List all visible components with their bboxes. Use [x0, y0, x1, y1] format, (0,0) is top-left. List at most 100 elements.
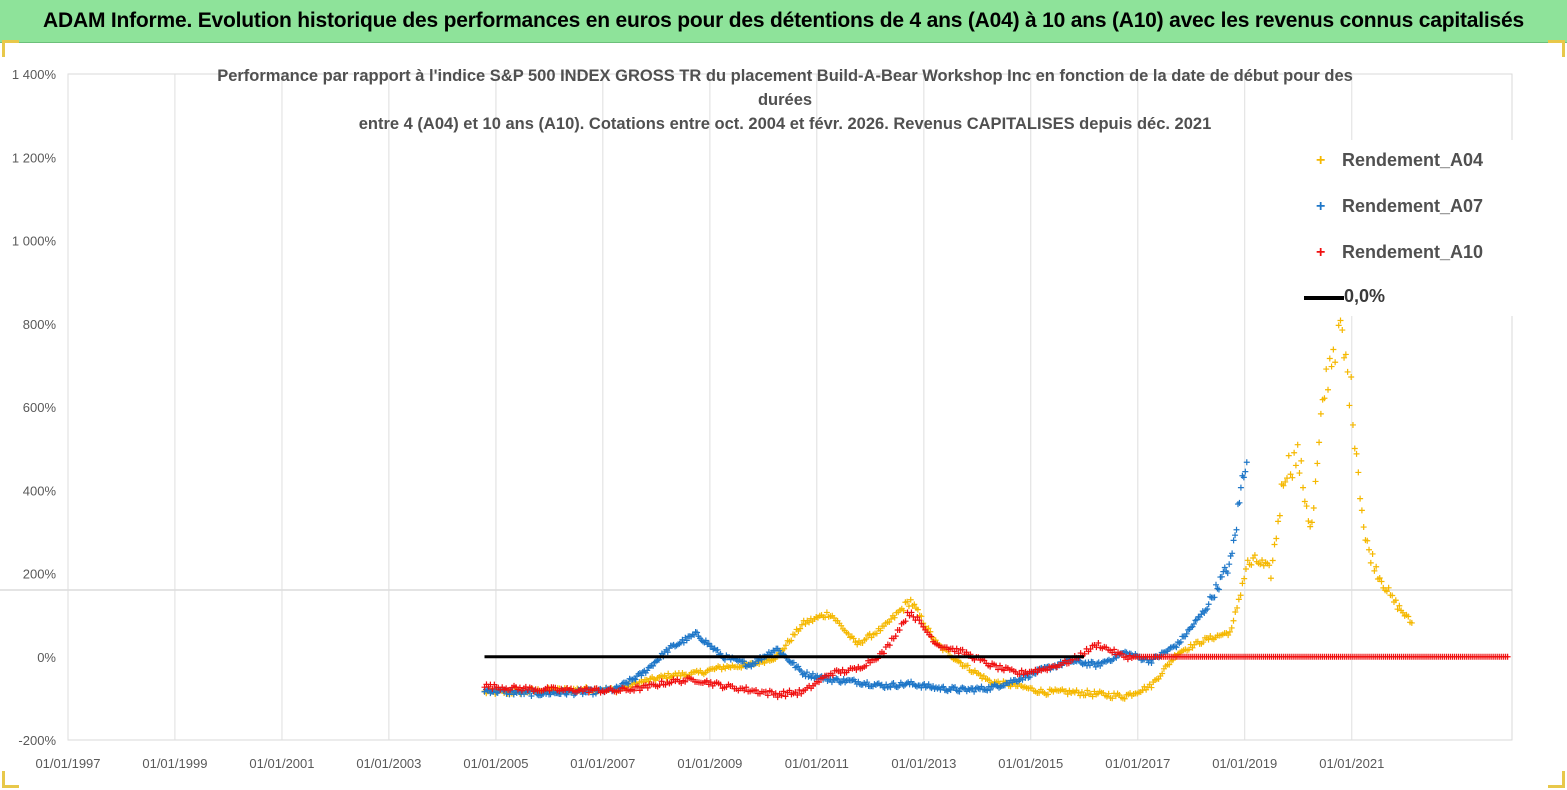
- data-point: [656, 682, 663, 689]
- data-point: [1360, 524, 1367, 531]
- data-point: [1084, 687, 1091, 694]
- data-point: [563, 691, 570, 698]
- data-point: [1305, 518, 1312, 525]
- data-point: [1392, 597, 1399, 604]
- data-point: [707, 679, 714, 686]
- data-point: [694, 629, 701, 636]
- data-point: [1346, 402, 1353, 409]
- data-point: [1353, 450, 1360, 457]
- data-point: [1235, 596, 1242, 603]
- data-point: [829, 672, 836, 679]
- data-point: [1378, 578, 1385, 585]
- data-point: [902, 618, 909, 625]
- data-point: [918, 613, 925, 620]
- data-point: [940, 683, 947, 690]
- data-point: [1111, 646, 1118, 653]
- legend-label-a07: Rendement_A07: [1342, 196, 1484, 216]
- data-point: [1341, 354, 1348, 361]
- data-point: [904, 598, 911, 605]
- data-point: [1240, 474, 1247, 481]
- y-tick-label: 800%: [23, 317, 57, 332]
- data-point: [1229, 550, 1236, 557]
- data-point: [1291, 449, 1298, 456]
- x-tick-label: 01/01/2001: [249, 756, 314, 771]
- data-point: [1110, 656, 1117, 663]
- x-tick-label: 01/01/2005: [463, 756, 528, 771]
- data-point: [1364, 537, 1371, 544]
- data-point: [796, 687, 803, 694]
- data-point: [1148, 684, 1155, 691]
- data-point: [1260, 562, 1267, 569]
- data-point: [705, 640, 712, 647]
- data-point: [916, 617, 923, 624]
- data-point: [1298, 457, 1305, 464]
- data-point: [1241, 575, 1248, 582]
- report-title: ADAM Informe. Evolution historique des p…: [43, 9, 1524, 32]
- data-point: [1109, 695, 1116, 702]
- data-point: [907, 596, 914, 603]
- data-point: [1205, 636, 1212, 643]
- data-point: [906, 612, 913, 619]
- data-point: [1218, 573, 1225, 580]
- corner-mark-bottom-right: [1548, 771, 1565, 788]
- plus-marker-icon: +: [1316, 198, 1326, 215]
- data-point: [1212, 581, 1219, 588]
- chart-title-line-3: entre 4 (A04) et 10 ans (A10). Cotations…: [358, 115, 1212, 133]
- y-tick-label: 600%: [23, 400, 57, 415]
- data-point: [1191, 620, 1198, 627]
- data-point: [717, 681, 724, 688]
- data-point: [920, 623, 927, 630]
- data-point: [1157, 653, 1164, 660]
- data-point: [1171, 643, 1178, 650]
- corner-mark-top-left: [2, 40, 19, 57]
- data-point: [1355, 469, 1362, 476]
- data-point: [1166, 661, 1173, 668]
- data-point: [1301, 498, 1308, 505]
- data-point: [1087, 646, 1094, 653]
- data-point: [1399, 609, 1406, 616]
- line-marker-icon: [1304, 296, 1344, 300]
- data-point: [1358, 507, 1365, 514]
- data-point: [1062, 688, 1069, 695]
- data-point: [987, 663, 994, 670]
- data-point: [1204, 606, 1211, 613]
- data-point: [1091, 688, 1098, 695]
- data-point: [1089, 693, 1096, 700]
- plus-marker-icon: +: [1316, 244, 1326, 261]
- corner-mark-top-right: [1548, 40, 1565, 57]
- data-point: [1328, 363, 1335, 370]
- data-point: [1202, 607, 1209, 614]
- data-point: [1000, 667, 1007, 674]
- legend-item-a04: + Rendement_A04: [1282, 146, 1522, 176]
- data-point: [663, 675, 670, 682]
- data-point: [1034, 669, 1041, 676]
- data-point: [768, 688, 775, 695]
- data-point: [1036, 689, 1043, 696]
- data-point: [1348, 373, 1355, 380]
- data-point: [650, 662, 657, 669]
- data-point: [1189, 644, 1196, 651]
- data-point: [1383, 588, 1390, 595]
- data-point: [631, 687, 638, 694]
- data-point: [1082, 692, 1089, 699]
- data-point: [528, 685, 535, 692]
- data-point: [1044, 667, 1051, 674]
- data-point: [839, 666, 846, 673]
- data-point: [702, 637, 709, 644]
- data-point: [1357, 495, 1364, 502]
- data-point: [1185, 646, 1192, 653]
- data-point: [1367, 559, 1374, 566]
- y-axis-labels: -200% 0% 200% 400% 600% 800% 1 000% 1 200% 1 400…: [12, 67, 57, 748]
- data-point: [891, 614, 898, 621]
- data-point: [1198, 611, 1205, 618]
- data-point: [1239, 580, 1246, 587]
- x-axis-labels: 01/01/1997 01/01/1999 01/01/2001 01/01/2003…: [35, 756, 1384, 771]
- data-point: [753, 687, 760, 694]
- data-point: [762, 688, 769, 695]
- data-point: [1159, 670, 1166, 677]
- data-point: [914, 606, 921, 613]
- data-point: [682, 678, 689, 685]
- y-tick-label: 1 000%: [12, 234, 57, 249]
- data-point: [755, 657, 762, 664]
- data-point: [881, 684, 888, 691]
